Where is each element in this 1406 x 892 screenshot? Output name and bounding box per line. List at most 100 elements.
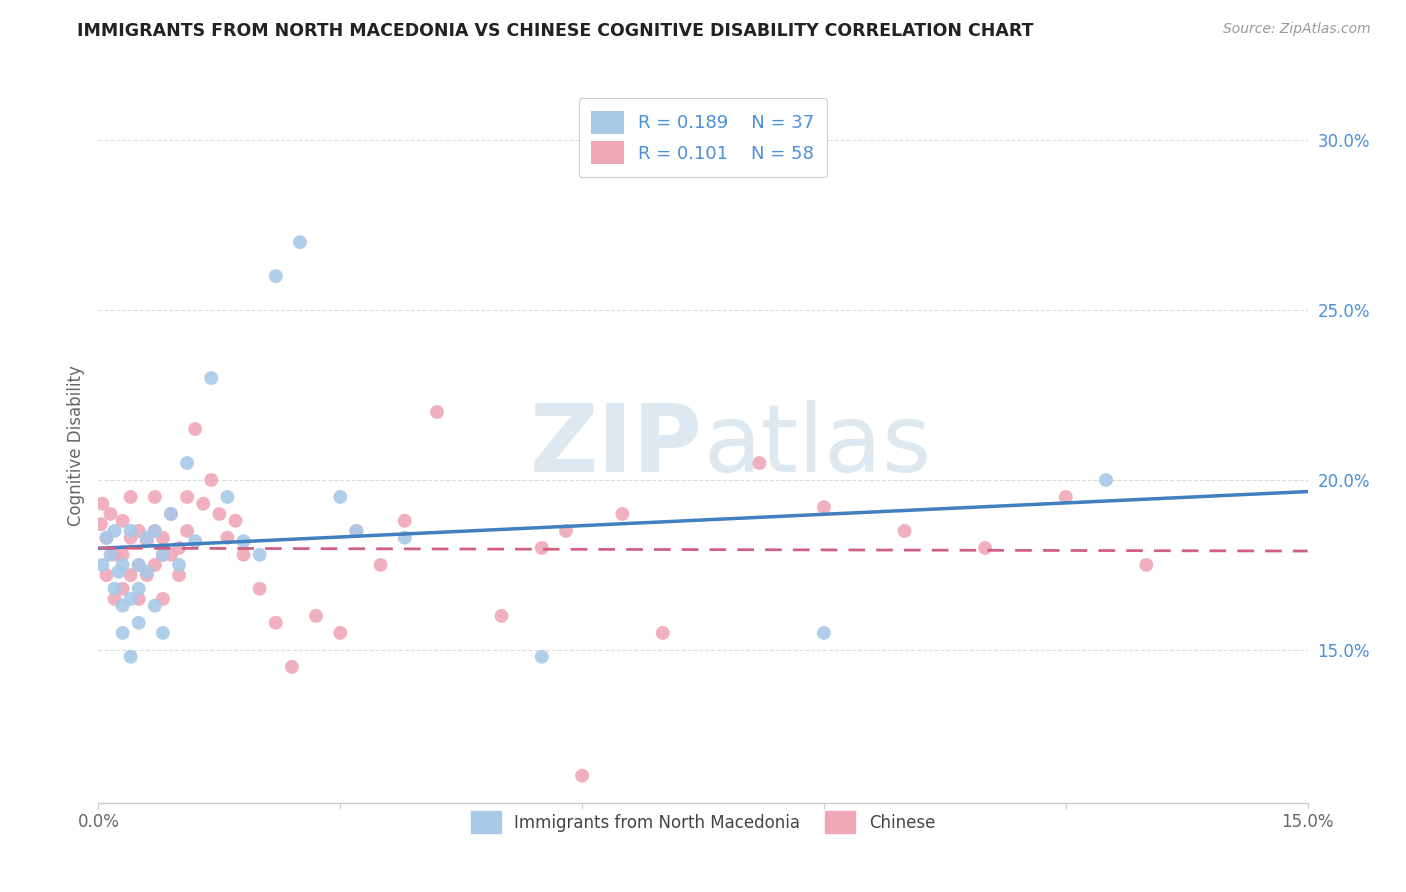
Point (217, 490, 239, 504)
Point (813, 500, 835, 515)
Text: IMMIGRANTS FROM NORTH MACEDONIA VS CHINESE COGNITIVE DISABILITY CORRELATION CHAR: IMMIGRANTS FROM NORTH MACEDONIA VS CHINE… (77, 22, 1033, 40)
Point (120, 524, 142, 538)
Point (176, 490, 198, 504)
Point (103, 524, 125, 538)
Point (152, 531, 174, 545)
Point (120, 568, 142, 582)
Point (426, 405, 449, 419)
Text: atlas: atlas (703, 400, 931, 492)
Point (111, 548, 134, 562)
Point (143, 490, 166, 504)
Point (143, 524, 166, 538)
Point (651, 626, 673, 640)
Point (184, 422, 207, 436)
Point (208, 507, 231, 521)
Text: ZIP: ZIP (530, 400, 703, 492)
Point (107, 565, 129, 579)
Point (1095, 473, 1118, 487)
Point (200, 371, 222, 385)
Point (103, 591, 125, 606)
Point (135, 568, 157, 582)
Point (217, 531, 239, 545)
Point (329, 490, 352, 504)
Point (103, 582, 125, 596)
Point (176, 456, 198, 470)
Point (143, 599, 166, 613)
Point (160, 548, 183, 562)
Point (249, 548, 271, 562)
Point (1054, 490, 1077, 504)
Point (893, 524, 915, 538)
Point (370, 558, 392, 572)
Point (200, 473, 222, 487)
Point (160, 507, 183, 521)
Point (152, 548, 174, 562)
Point (167, 541, 190, 555)
Point (111, 582, 134, 596)
Point (96, 531, 118, 545)
Point (530, 649, 553, 664)
Point (128, 591, 150, 606)
Point (111, 599, 134, 613)
Point (96, 568, 118, 582)
Point (612, 507, 634, 521)
Legend: Immigrants from North Macedonia, Chinese: Immigrants from North Macedonia, Chinese (460, 799, 946, 845)
Point (974, 541, 997, 555)
Point (152, 591, 174, 606)
Point (128, 582, 150, 596)
Point (128, 524, 150, 538)
Point (530, 541, 553, 555)
Point (394, 514, 416, 528)
Point (135, 565, 157, 579)
Point (91, 558, 114, 572)
Point (264, 615, 287, 630)
Point (167, 568, 190, 582)
Point (120, 490, 142, 504)
Point (90, 517, 112, 532)
Point (571, 769, 593, 783)
Point (394, 531, 416, 545)
Point (120, 591, 142, 606)
Point (111, 514, 134, 528)
Point (135, 534, 157, 549)
Point (160, 507, 183, 521)
Point (120, 649, 142, 664)
Point (100, 507, 122, 521)
Point (748, 456, 770, 470)
Text: Source: ZipAtlas.com: Source: ZipAtlas.com (1223, 22, 1371, 37)
Point (344, 524, 367, 538)
Point (111, 626, 134, 640)
Point (344, 524, 367, 538)
Point (120, 531, 142, 545)
Point (111, 558, 134, 572)
Point (305, 608, 328, 623)
Point (91, 497, 114, 511)
Point (1135, 558, 1157, 572)
Point (184, 534, 207, 549)
Point (264, 269, 287, 284)
Point (152, 626, 174, 640)
Point (128, 615, 150, 630)
Point (143, 524, 166, 538)
Point (193, 497, 215, 511)
Point (232, 534, 254, 549)
Point (329, 626, 352, 640)
Point (232, 548, 254, 562)
Point (167, 558, 190, 572)
Point (249, 582, 271, 596)
Point (100, 548, 122, 562)
Point (103, 548, 125, 562)
Point (224, 514, 246, 528)
Point (813, 626, 835, 640)
Point (491, 608, 513, 623)
Point (176, 524, 198, 538)
Y-axis label: Cognitive Disability: Cognitive Disability (66, 366, 84, 526)
Point (128, 558, 150, 572)
Point (281, 660, 304, 674)
Point (555, 524, 578, 538)
Point (128, 558, 150, 572)
Point (143, 558, 166, 572)
Point (288, 235, 311, 249)
Point (96, 531, 118, 545)
Point (152, 548, 174, 562)
